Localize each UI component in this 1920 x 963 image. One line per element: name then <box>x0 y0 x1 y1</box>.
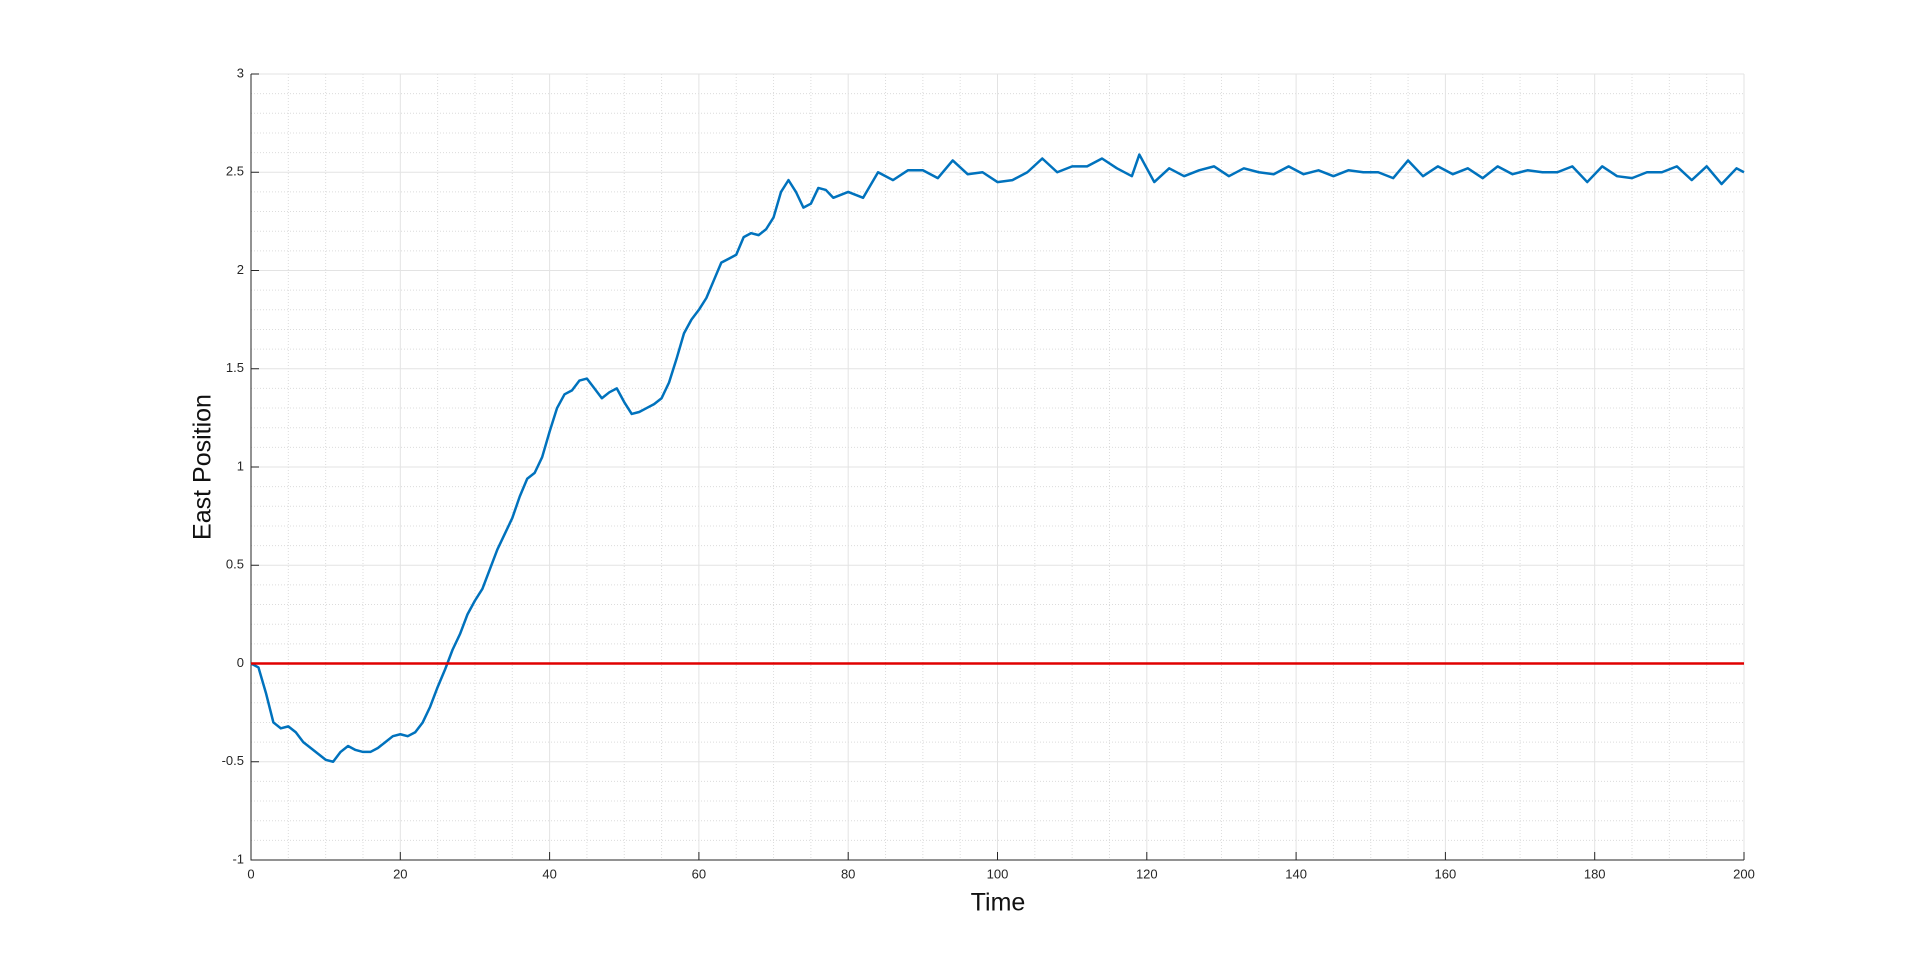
x-tick-label: 160 <box>1435 866 1457 881</box>
y-tick-label: 1 <box>237 458 244 473</box>
x-tick-label: 60 <box>692 866 706 881</box>
x-tick-label: 100 <box>987 866 1009 881</box>
x-tick-label: 200 <box>1733 866 1755 881</box>
y-tick-label: 2 <box>237 262 244 277</box>
y-tick-label: 2.5 <box>226 164 244 179</box>
x-tick-label: 20 <box>393 866 407 881</box>
y-tick-label: 0.5 <box>226 557 244 572</box>
x-tick-label: 180 <box>1584 866 1606 881</box>
x-axis-label: Time <box>971 889 1026 917</box>
y-tick-label: 1.5 <box>226 360 244 375</box>
x-tick-label: 40 <box>542 866 556 881</box>
x-tick-label: 80 <box>841 866 855 881</box>
y-tick-label: 3 <box>237 65 244 80</box>
y-tick-label: -0.5 <box>222 753 244 768</box>
axis-line <box>250 74 1744 861</box>
y-axis-label: East Position <box>189 394 217 540</box>
x-tick-label: 0 <box>247 866 254 881</box>
y-tick-label: 0 <box>237 655 244 670</box>
y-tick-label: -1 <box>232 851 244 866</box>
x-tick-label: 120 <box>1136 866 1158 881</box>
x-tick-label: 140 <box>1285 866 1307 881</box>
data-line <box>250 153 1745 763</box>
